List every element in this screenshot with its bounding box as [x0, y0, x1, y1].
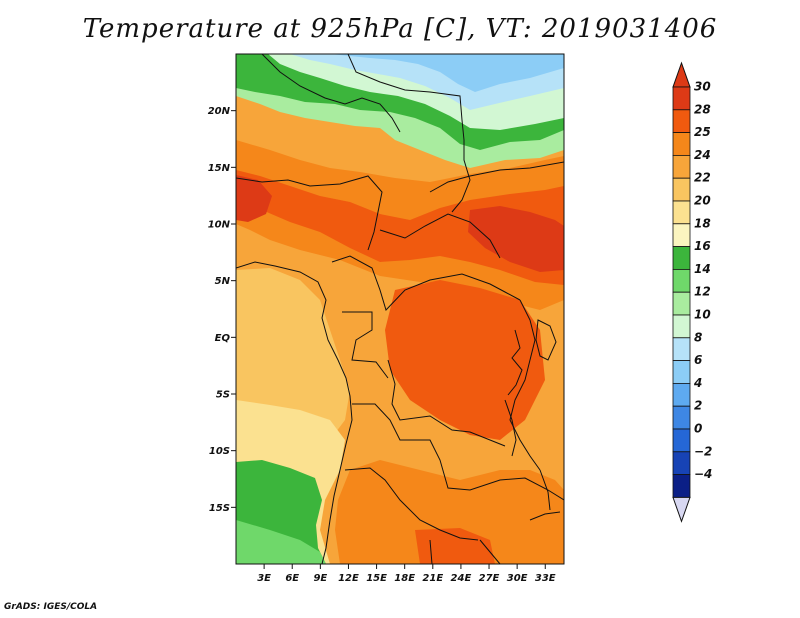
- lat-tick-label: 15N: [208, 163, 231, 174]
- field-south-interior: [335, 460, 564, 564]
- lon-tick-label: 9E: [313, 573, 327, 584]
- field-hottest-east: [468, 206, 564, 272]
- map-title: Temperature at 925hPa [C], VT: 201903140…: [82, 14, 718, 44]
- colorbar-swatch: [672, 109, 691, 134]
- colorbar-swatch: [672, 474, 691, 498]
- coastlines-borders: [236, 54, 564, 564]
- coastline-west: [236, 261, 353, 564]
- colorbar-label: 24: [694, 148, 711, 162]
- lake-victoria: [535, 319, 557, 361]
- lon-tick-label: 3E: [257, 573, 271, 584]
- border-north-a: [261, 54, 401, 133]
- colorbar-swatch: [672, 337, 691, 361]
- longitude-axis: 3E 6E 9E 12E 15E 18E 21E 24E 27E 30E 33E: [257, 564, 556, 584]
- border-sudan: [429, 161, 564, 193]
- colorbar-swatch: [672, 154, 691, 179]
- colorbar-swatch: [672, 360, 691, 384]
- border-sahel: [236, 175, 383, 251]
- lon-tick-label: 6E: [285, 573, 299, 584]
- colorbar-swatch: [672, 405, 691, 430]
- colorbar-swatch: [672, 223, 691, 248]
- lon-tick-label: 24E: [451, 573, 472, 584]
- colorbar-label: 14: [694, 262, 711, 276]
- lon-tick-label: 21E: [422, 573, 443, 584]
- colorbar-swatch: [672, 268, 691, 293]
- colorbar-label: 0: [694, 422, 702, 436]
- lon-tick-label: 33E: [535, 573, 556, 584]
- colorbar-label: 12: [694, 285, 711, 299]
- colorbar-swatch: [672, 177, 691, 202]
- colorbar-label: −4: [694, 467, 712, 481]
- border-south-b: [479, 539, 501, 564]
- field-blue-north: [330, 54, 564, 92]
- colorbar-label: 30: [694, 80, 711, 94]
- lake-malawi: [539, 469, 551, 511]
- colorbar-swatch: [672, 451, 691, 475]
- field-lightgreen-southwest: [236, 520, 326, 564]
- map-frame: [235, 53, 565, 565]
- border-south-a: [429, 539, 433, 564]
- colorbar-label: 28: [694, 102, 711, 116]
- colorbar-label: 20: [694, 194, 711, 208]
- lon-tick-label: 18E: [394, 573, 415, 584]
- border-angola-zambia: [352, 403, 564, 501]
- lat-tick-label: 5N: [215, 276, 231, 287]
- temperature-field: [236, 54, 564, 564]
- colorbar-swatch: [672, 200, 691, 225]
- colorbar-label: 22: [694, 171, 711, 185]
- lat-tick-label: 20N: [208, 106, 231, 117]
- lat-tick-label: 10N: [208, 220, 231, 231]
- border-chad-car: [379, 213, 501, 259]
- lat-tick-label: 15S: [209, 503, 230, 514]
- field-hottest-west: [236, 175, 272, 222]
- latitude-axis: 20N 15N 10N 5N EQ 5S 10S 15S: [208, 106, 236, 514]
- field-south-hotspot: [415, 528, 495, 564]
- lon-tick-label: 27E: [479, 573, 500, 584]
- colorbar-swatch: [672, 314, 691, 339]
- lon-tick-label: 12E: [338, 573, 359, 584]
- lat-tick-label: 10S: [209, 446, 230, 457]
- lake-victoria-tanganyika: [507, 329, 523, 396]
- lake-kariba: [529, 511, 561, 521]
- colorbar-swatch: [672, 86, 691, 111]
- colorbar-label: 25: [694, 125, 711, 139]
- colorbar-swatch: [672, 382, 691, 407]
- border-drc-south: [387, 359, 506, 447]
- colorbar-label: 4: [693, 376, 702, 390]
- colorbar-swatch: [672, 428, 691, 453]
- colorbar-label: 10: [694, 308, 711, 322]
- border-east: [509, 299, 541, 471]
- colorbar-bottom-arrow: [672, 496, 691, 523]
- colorbar-label: −2: [694, 444, 712, 458]
- lon-tick-label: 15E: [366, 573, 387, 584]
- lake-tanganyika: [504, 399, 517, 457]
- colorbar-label: 6: [694, 353, 702, 367]
- colorbar-label: 2: [694, 399, 702, 413]
- lon-tick-label: 30E: [507, 573, 528, 584]
- credit-text: GrADS: IGES/COLA: [4, 602, 98, 612]
- colorbar-label: 16: [694, 239, 711, 253]
- border-congo: [342, 311, 389, 379]
- colorbar-label: 18: [694, 216, 711, 230]
- colorbar-swatch: [672, 246, 691, 270]
- border-car-drc: [331, 255, 521, 311]
- border-north-b: [347, 54, 471, 213]
- colorbar-label: 8: [694, 330, 702, 344]
- lat-tick-label: 5S: [216, 390, 230, 401]
- colorbar-swatch: [672, 291, 691, 316]
- border-namibia: [344, 467, 479, 541]
- field-hot-band: [236, 170, 564, 285]
- colorbar-top-arrow: [672, 61, 691, 88]
- colorbar-swatch: [672, 132, 691, 156]
- lat-tick-label: EQ: [215, 333, 231, 344]
